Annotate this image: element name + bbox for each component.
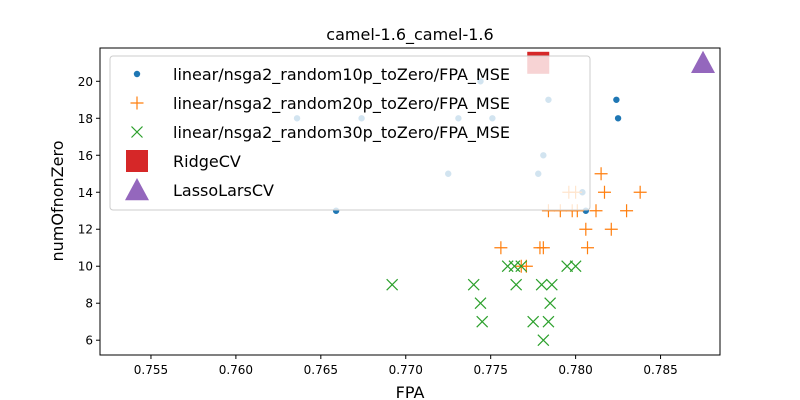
data-point-s1-p11 bbox=[579, 222, 593, 236]
data-point-s2-p1 bbox=[467, 278, 480, 291]
legend-marker-1 bbox=[130, 96, 144, 110]
data-point-s1-p16 bbox=[604, 222, 618, 236]
data-point-s1-p13 bbox=[589, 204, 603, 218]
y-axis-label: numOfnonZero bbox=[48, 141, 67, 262]
y-tick-label-1: 8 bbox=[85, 297, 93, 311]
x-tick-label-0: 0.755 bbox=[134, 363, 168, 377]
axes-frame bbox=[99, 47, 721, 356]
y-tick-label-2: 10 bbox=[78, 260, 93, 274]
x-tick-label-6: 0.785 bbox=[643, 363, 677, 377]
legend-label-0: linear/nsga2_random10p_toZero/FPA_MSE bbox=[173, 65, 510, 85]
legend-label-1: linear/nsga2_random20p_toZero/FPA_MSE bbox=[173, 94, 510, 114]
chart-title: camel-1.6_camel-1.6 bbox=[326, 25, 493, 45]
data-point-s2-p0 bbox=[386, 278, 399, 291]
x-tick-label-3: 0.770 bbox=[389, 363, 423, 377]
legend: linear/nsga2_random10p_toZero/FPA_MSElin… bbox=[109, 55, 591, 211]
data-point-s2-p6 bbox=[510, 278, 523, 291]
data-point-s1-p15 bbox=[597, 185, 611, 199]
data-point-s2-p13 bbox=[545, 278, 558, 291]
legend-label-3: RidgeCV bbox=[173, 152, 241, 171]
legend-label-4: LassoLarsCV bbox=[173, 181, 274, 200]
legend-label-2: linear/nsga2_random30p_toZero/FPA_MSE bbox=[173, 123, 510, 143]
data-point-s2-p3 bbox=[476, 315, 489, 328]
data-point-s1-p14 bbox=[594, 167, 608, 181]
x-tick-label-1: 0.760 bbox=[219, 363, 253, 377]
x-tick-label-4: 0.775 bbox=[474, 363, 508, 377]
x-tick-label-5: 0.780 bbox=[558, 363, 592, 377]
legend-marker-2 bbox=[131, 126, 143, 138]
legend-marker-0 bbox=[133, 70, 141, 78]
data-point-s4-p0 bbox=[691, 50, 716, 73]
data-point-s1-p18 bbox=[633, 185, 647, 199]
data-point-s1-p0 bbox=[494, 241, 508, 255]
data-point-s2-p11 bbox=[542, 315, 555, 328]
data-point-s1-p17 bbox=[620, 204, 634, 218]
data-point-s2-p14 bbox=[561, 260, 574, 273]
series-2 bbox=[386, 260, 582, 347]
legend-marker-3 bbox=[126, 150, 148, 172]
data-point-s2-p2 bbox=[474, 297, 487, 310]
data-point-s2-p12 bbox=[544, 297, 557, 310]
y-tick-label-3: 12 bbox=[78, 223, 93, 237]
data-point-s2-p9 bbox=[535, 278, 548, 291]
data-point-s2-p7 bbox=[515, 260, 528, 273]
data-point-s1-p12 bbox=[581, 241, 595, 255]
x-tick-label-2: 0.765 bbox=[304, 363, 338, 377]
data-point-s2-p10 bbox=[537, 334, 550, 347]
data-point-s2-p15 bbox=[569, 260, 582, 273]
x-axis-label: FPA bbox=[396, 383, 425, 400]
data-point-s0-p13 bbox=[614, 115, 622, 122]
series-4 bbox=[691, 50, 716, 73]
y-tick-label-0: 6 bbox=[85, 334, 93, 348]
legend-box bbox=[109, 55, 591, 211]
axes: 0.755 0.760 0.765 0.770 0.775 0.780 0.785 6 8 10 1… bbox=[78, 47, 721, 377]
data-point-s1-p4 bbox=[536, 241, 550, 255]
y-tick-label-5: 16 bbox=[78, 149, 93, 163]
y-tick-label-4: 14 bbox=[78, 186, 93, 200]
data-point-s0-p12 bbox=[613, 96, 620, 103]
y-tick-label-7: 20 bbox=[78, 75, 93, 89]
legend-marker-4 bbox=[125, 178, 149, 201]
y-tick-label-6: 18 bbox=[78, 112, 93, 126]
data-point-s2-p8 bbox=[527, 315, 540, 328]
